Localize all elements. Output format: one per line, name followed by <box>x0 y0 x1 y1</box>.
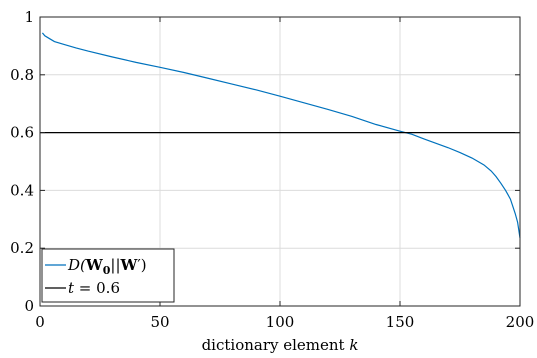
y-tick-label: 0.6 <box>10 124 34 142</box>
y-tick-label: 0.8 <box>10 66 34 84</box>
y-tick-label: 0.4 <box>10 181 34 199</box>
x-axis-label: dictionary element k <box>202 336 359 354</box>
legend: D(W0||W′) t = 0.6 <box>41 248 175 303</box>
tick-labels: 0 50 100 150 200 0 0.2 0.4 0.6 0.8 1 <box>10 8 534 331</box>
x-tick-label: 150 <box>386 313 415 331</box>
x-tick-label: 100 <box>266 313 295 331</box>
legend-label-divergence: D(W0||W′) <box>67 256 147 277</box>
ticks <box>39 16 521 307</box>
series-line-divergence <box>41 32 521 239</box>
x-tick-label: 0 <box>35 313 45 331</box>
legend-box <box>41 248 175 303</box>
y-tick-label: 0.2 <box>10 239 34 257</box>
legend-label-threshold: t = 0.6 <box>68 279 120 297</box>
x-axis-label-variable: k <box>349 336 358 354</box>
x-axis-label-text: dictionary element <box>202 336 350 354</box>
x-tick-label: 50 <box>150 313 169 331</box>
series-layer <box>40 32 521 239</box>
y-tick-label: 0 <box>24 297 34 315</box>
y-tick-label: 1 <box>24 8 34 26</box>
x-tick-label: 200 <box>506 313 535 331</box>
